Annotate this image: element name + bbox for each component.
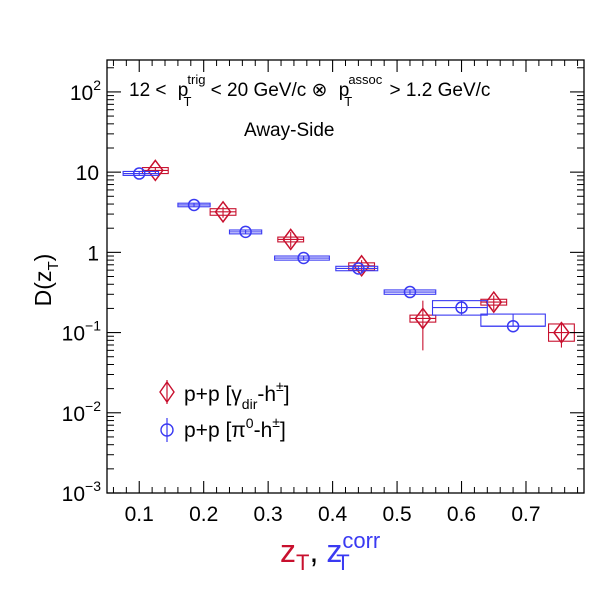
x-tick-label: 0.3 xyxy=(254,503,283,526)
y-tick-label: 10 xyxy=(76,162,99,185)
x-axis-label: zT, zcorr T xyxy=(280,528,380,575)
data-point-circle xyxy=(352,262,365,275)
x-tick-label: 0.7 xyxy=(511,503,540,526)
y-axis-label: D(zT) xyxy=(30,254,62,307)
y-tick-label: 10−3 xyxy=(62,478,102,506)
data-point-diamond xyxy=(353,254,371,278)
legend-marker-gamma xyxy=(159,380,175,404)
data-point-circle xyxy=(455,301,468,314)
data-point-circle xyxy=(239,225,252,239)
data-point-circle xyxy=(132,167,146,180)
data-point-diamond xyxy=(146,159,164,182)
x-tick-label: 0.1 xyxy=(125,503,154,526)
data-point-diamond xyxy=(553,321,570,344)
x-label-comma: , xyxy=(309,533,318,569)
data-point-circle xyxy=(506,319,520,333)
x-label-zt-sub: T xyxy=(296,550,309,575)
legend-text-pi0: p+p [π0-h±] xyxy=(184,414,286,442)
series-1 xyxy=(122,167,546,333)
x-tick-label: 0.4 xyxy=(318,503,348,526)
data-point-diamond xyxy=(485,290,503,314)
data-point-circle xyxy=(403,285,417,299)
data-point-circle xyxy=(187,198,201,212)
data-marks xyxy=(122,159,575,351)
data-point-diamond xyxy=(282,228,300,251)
x-label-ztcorr-sup: corr xyxy=(342,528,380,553)
x-label-zt: z xyxy=(280,533,296,569)
legend-text-gamma: p+p [γdir-h±] xyxy=(184,378,290,412)
y-tick-label: 10−2 xyxy=(62,398,102,426)
x-tick-label: 0.5 xyxy=(382,503,411,526)
x-tick-label: 0.6 xyxy=(447,503,476,526)
annotation-line1: 12 < ptrig T < 20 GeV/c ⊗ passoc T > 1.2 G… xyxy=(129,72,490,111)
annotation-line2: Away-Side xyxy=(244,120,334,141)
legend-marker-pi0 xyxy=(160,418,174,442)
y-tick-label: 10−1 xyxy=(62,318,102,346)
axis-ticks: 0.1 0.2 0.3 0.4 0.5 0.6 0.7 102 10 1 10−1 10−2 10−3 xyxy=(62,60,584,526)
plot-frame xyxy=(106,59,585,494)
x-label-ztcorr: z xyxy=(326,533,342,569)
data-point-circle xyxy=(297,251,310,265)
y-tick-label: 1 xyxy=(87,242,99,265)
x-label-ztcorr-sub: T xyxy=(336,550,349,575)
legend: p+p [γdir-h±] p+p [π0-h±] xyxy=(159,378,290,442)
data-point-diamond xyxy=(414,307,432,330)
data-point-diamond xyxy=(214,200,232,224)
y-tick-label: 102 xyxy=(70,77,101,105)
x-tick-label: 0.2 xyxy=(189,503,218,526)
